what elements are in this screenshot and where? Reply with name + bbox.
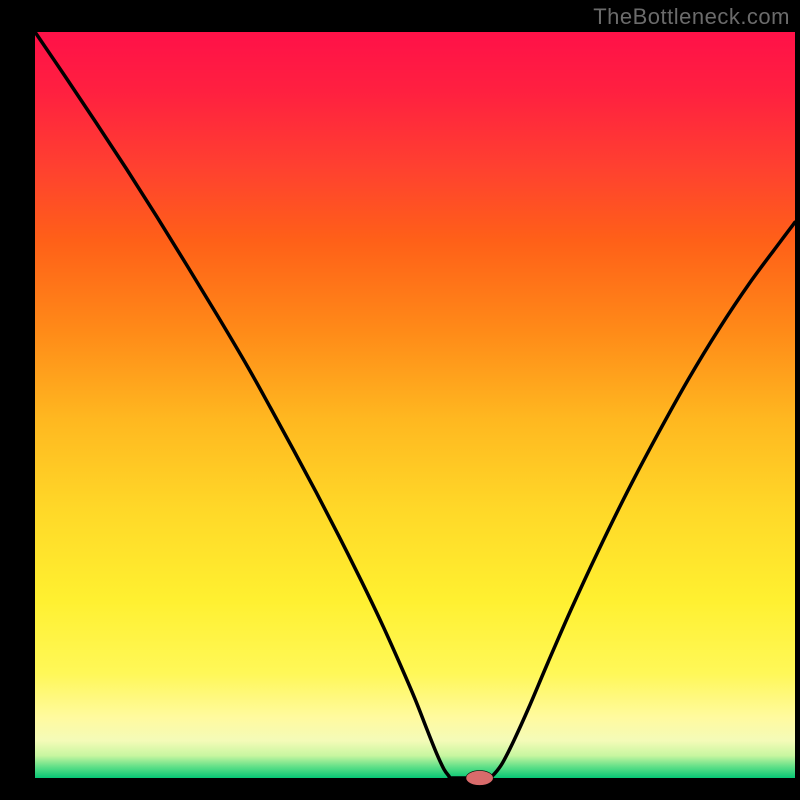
bottleneck-marker	[466, 771, 493, 786]
chart-container: TheBottleneck.com	[0, 0, 800, 800]
gradient-plot-area	[35, 32, 795, 778]
bottleneck-chart	[0, 0, 800, 800]
watermark-text: TheBottleneck.com	[593, 4, 790, 30]
